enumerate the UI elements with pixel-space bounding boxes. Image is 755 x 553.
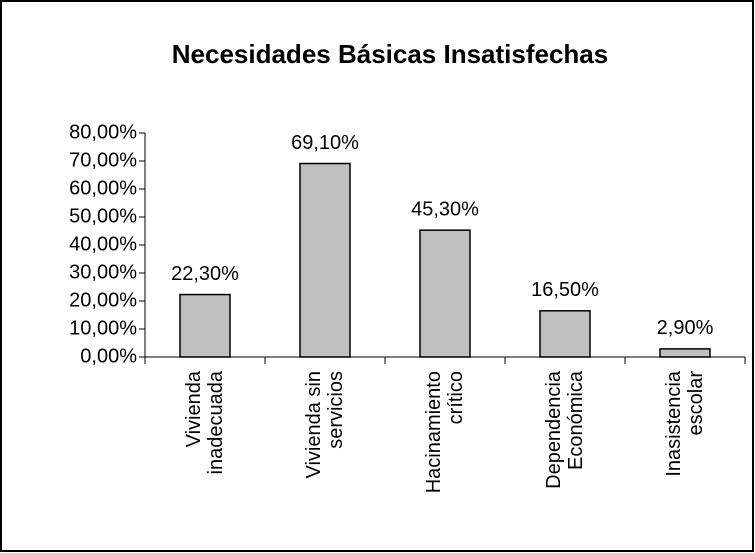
bar xyxy=(539,310,591,358)
x-tick-label: Dependencia Económica xyxy=(543,371,587,489)
x-tick-label: Hacinamiento crítico xyxy=(423,371,467,494)
y-tick-label: 20,00% xyxy=(69,289,137,311)
data-label: 22,30% xyxy=(171,263,239,285)
bar xyxy=(659,348,711,358)
x-tick-label: Vivienda sin servicios xyxy=(303,371,347,479)
y-tick-label: 80,00% xyxy=(69,121,137,143)
data-label: 2,90% xyxy=(657,317,714,339)
chart-title: Necesidades Básicas Insatisfechas xyxy=(172,39,608,69)
data-label: 45,30% xyxy=(411,198,479,220)
x-tick-label: Vivienda inadecuada xyxy=(183,371,227,475)
y-tick-label: 40,00% xyxy=(69,233,137,255)
data-label: 69,10% xyxy=(291,132,359,154)
y-tick-label: 60,00% xyxy=(69,177,137,199)
y-tick-label: 30,00% xyxy=(69,261,137,283)
bar xyxy=(299,162,351,358)
x-tick-label: Inasistencia escolar xyxy=(663,371,707,477)
bar xyxy=(419,229,471,358)
y-tick-label: 10,00% xyxy=(69,317,137,339)
bar xyxy=(179,293,231,358)
data-label: 16,50% xyxy=(531,279,599,301)
y-tick-label: 70,00% xyxy=(69,149,137,171)
y-tick-label: 50,00% xyxy=(69,205,137,227)
y-tick-label: 0,00% xyxy=(80,345,137,367)
